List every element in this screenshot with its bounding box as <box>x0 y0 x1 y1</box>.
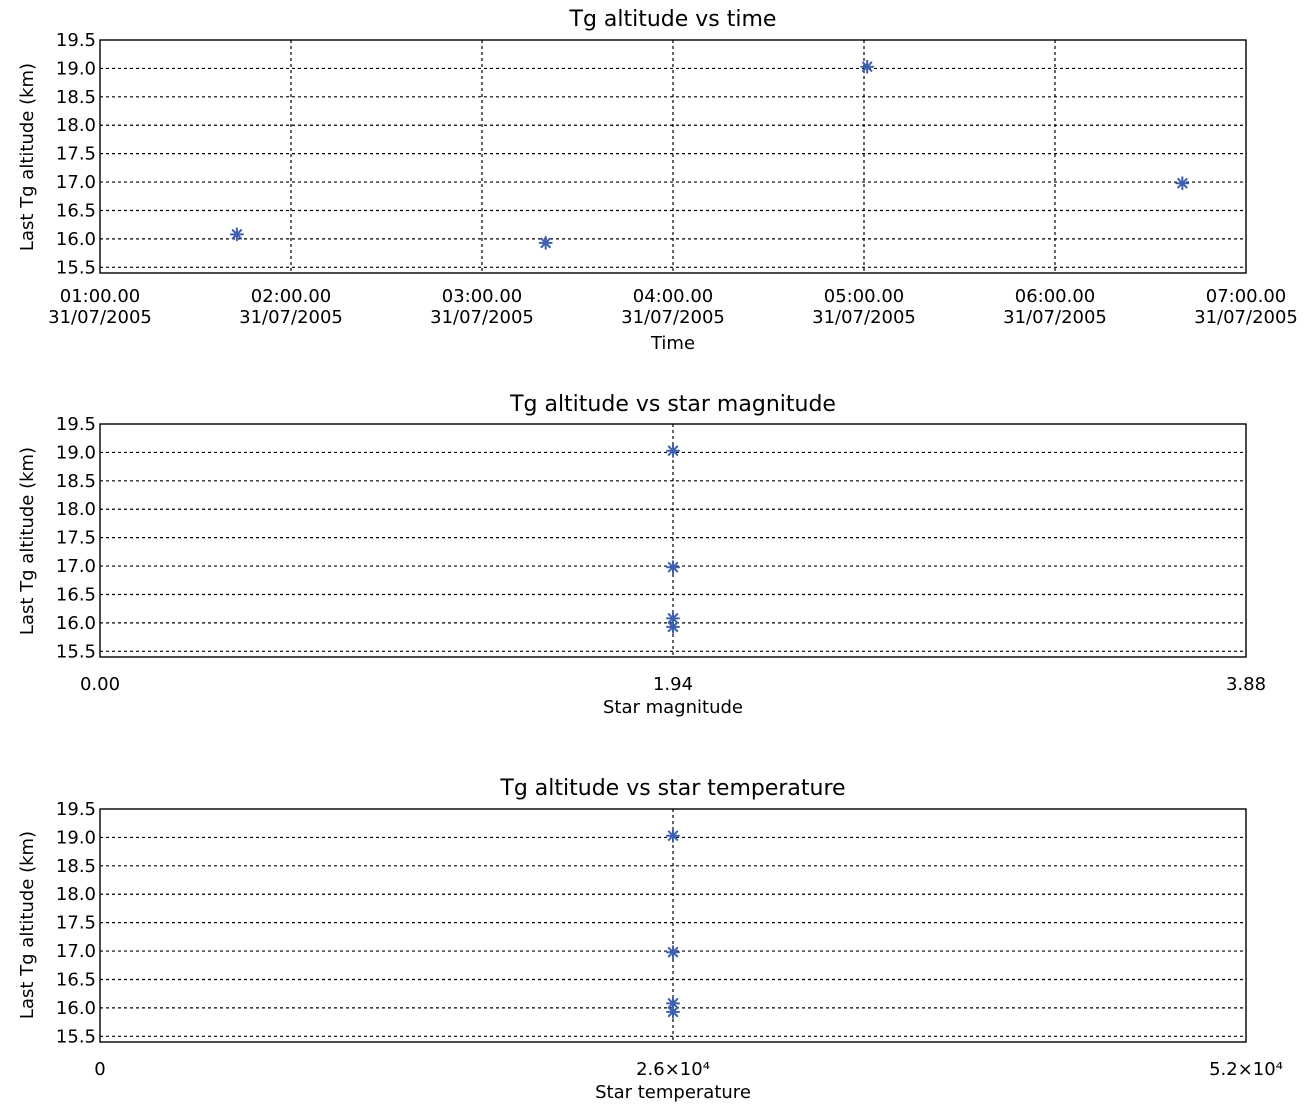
y-tick-label: 17.0 <box>56 941 96 962</box>
y-tick-labels: 15.5 16.0 16.5 17.0 17.5 18.0 18.5 19.0 19.5 <box>56 799 96 1047</box>
y-tick-label: 17.0 <box>56 556 96 577</box>
y-tick-labels: 15.5 16.0 16.5 17.0 17.5 18.0 18.5 19.0 19.5 <box>56 414 96 662</box>
x-tick-label-date: 31/07/2005 <box>430 307 534 328</box>
chart-panel-temperature: Tg altitude vs star temperature Last Tg … <box>17 776 1283 1103</box>
y-tick-label: 16.0 <box>56 613 96 634</box>
x-tick-labels: 0.00 1.94 3.88 <box>80 674 1266 695</box>
x-axis-label: Star temperature <box>595 1082 751 1103</box>
data-point <box>666 619 680 634</box>
x-tick-label-time: 06:00.00 <box>1015 286 1096 307</box>
x-tick-labels: 0 2.6×10⁴ 5.2×10⁴ <box>94 1059 1283 1080</box>
y-tick-label: 16.5 <box>56 969 96 990</box>
y-tick-label: 16.5 <box>56 584 96 605</box>
x-tick-label-time: 04:00.00 <box>633 286 714 307</box>
x-tick-label-date: 31/07/2005 <box>239 307 343 328</box>
x-tick-label-date: 31/07/2005 <box>812 307 916 328</box>
y-tick-label: 15.5 <box>56 1026 96 1047</box>
x-axis-label: Star magnitude <box>603 697 743 718</box>
y-tick-label: 18.5 <box>56 87 96 108</box>
x-tick-label-date: 31/07/2005 <box>48 307 152 328</box>
x-tick-labels: 01:00.0031/07/200502:00.0031/07/200503:0… <box>48 286 1298 328</box>
data-point <box>860 59 875 74</box>
chart-title: Tg altitude vs time <box>569 7 777 32</box>
y-tick-label: 19.5 <box>56 414 96 435</box>
x-tick-label-time: 02:00.00 <box>251 286 332 307</box>
x-tick-label: 2.6×10⁴ <box>636 1059 710 1080</box>
data-point <box>666 828 680 843</box>
y-tick-label: 19.5 <box>56 799 96 820</box>
y-tick-label: 16.0 <box>56 998 96 1019</box>
data-point <box>666 443 680 458</box>
grid-lines <box>100 40 1246 273</box>
y-tick-label: 17.5 <box>56 528 96 549</box>
x-tick-label: 0.00 <box>80 674 120 695</box>
data-point <box>1175 176 1190 191</box>
x-tick-label: 5.2×10⁴ <box>1209 1059 1283 1080</box>
chart-title: Tg altitude vs star magnitude <box>509 392 836 417</box>
x-tick-label-time: 07:00.00 <box>1206 286 1287 307</box>
y-tick-label: 17.0 <box>56 172 96 193</box>
y-tick-label: 18.0 <box>56 884 96 905</box>
x-tick-label-date: 31/07/2005 <box>1194 307 1298 328</box>
data-point <box>666 1004 680 1019</box>
plot-frame <box>99 423 1247 658</box>
x-tick-label-date: 31/07/2005 <box>1003 307 1107 328</box>
y-tick-labels: 15.5 16.0 16.5 17.0 17.5 18.0 18.5 19.0 19.5 <box>56 30 96 278</box>
data-point <box>538 235 553 250</box>
y-tick-label: 18.0 <box>56 115 96 136</box>
y-tick-label: 19.0 <box>56 827 96 848</box>
data-points <box>666 828 680 1019</box>
data-points <box>229 59 1190 250</box>
y-tick-label: 18.5 <box>56 856 96 877</box>
x-tick-label-time: 05:00.00 <box>824 286 905 307</box>
chart-panel-magnitude: Tg altitude vs star magnitude Last Tg al… <box>17 392 1266 718</box>
data-point <box>229 227 244 242</box>
chart-title: Tg altitude vs star temperature <box>499 776 845 801</box>
y-tick-label: 16.5 <box>56 200 96 221</box>
chart-panel-time: Tg altitude vs time Last Tg altitude (km… <box>17 7 1298 354</box>
y-tick-label: 15.5 <box>56 641 96 662</box>
plot-frame <box>99 808 1247 1043</box>
y-tick-label: 17.5 <box>56 144 96 165</box>
y-axis-label: Last Tg altitude (km) <box>17 63 38 251</box>
x-tick-label-time: 03:00.00 <box>442 286 523 307</box>
y-axis-label: Last Tg altitude (km) <box>17 447 38 635</box>
y-tick-label: 15.5 <box>56 257 96 278</box>
plot-frame <box>99 39 1247 274</box>
y-tick-label: 16.0 <box>56 229 96 250</box>
y-tick-label: 19.0 <box>56 58 96 79</box>
data-point <box>666 945 680 960</box>
x-tick-label: 3.88 <box>1226 674 1266 695</box>
y-tick-label: 18.5 <box>56 471 96 492</box>
data-point <box>666 611 680 626</box>
x-tick-label: 0 <box>94 1059 105 1080</box>
data-point <box>666 560 680 575</box>
x-tick-label-date: 31/07/2005 <box>621 307 725 328</box>
y-tick-label: 19.5 <box>56 30 96 51</box>
y-tick-label: 18.0 <box>56 499 96 520</box>
data-points <box>666 443 680 634</box>
x-tick-label: 1.94 <box>653 674 693 695</box>
y-tick-label: 17.5 <box>56 913 96 934</box>
y-tick-label: 19.0 <box>56 442 96 463</box>
y-axis-label: Last Tg altitude (km) <box>17 831 38 1019</box>
x-axis-label: Time <box>650 333 695 354</box>
x-tick-label-time: 01:00.00 <box>60 286 141 307</box>
